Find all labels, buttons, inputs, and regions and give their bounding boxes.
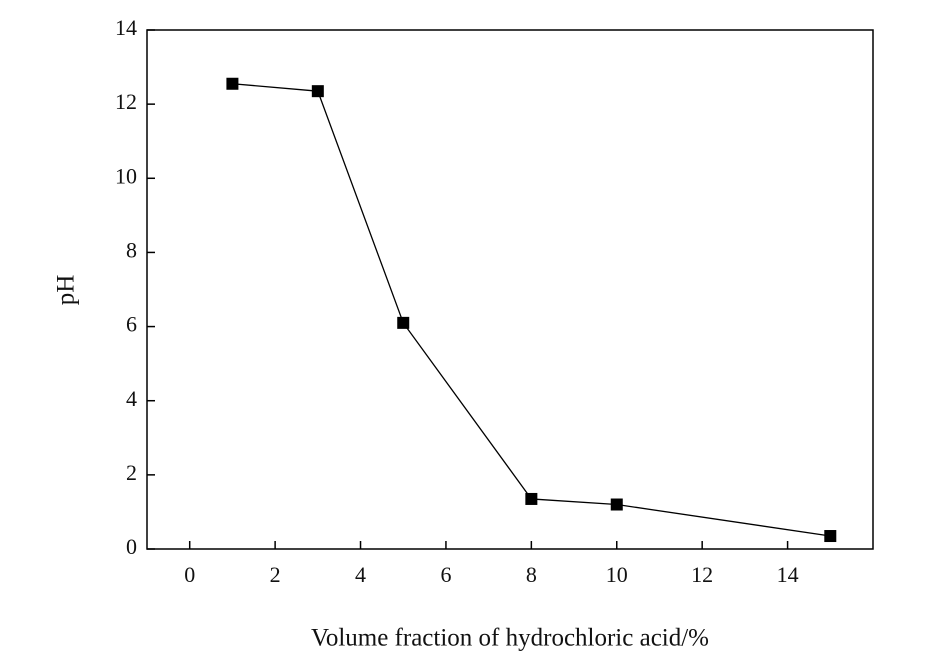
data-point (824, 530, 837, 543)
x-tick-label: 8 (526, 562, 537, 587)
x-tick-label: 12 (691, 562, 713, 587)
y-tick-label: 0 (126, 534, 137, 559)
x-tick-label: 10 (606, 562, 628, 587)
y-tick-label: 12 (115, 89, 137, 114)
y-tick-label: 10 (115, 163, 137, 188)
y-axis-label: pH (53, 275, 80, 306)
x-tick-label: 6 (440, 562, 451, 587)
x-axis-label: Volume fraction of hydrochloric acid/% (311, 625, 709, 652)
data-point (311, 85, 324, 98)
y-tick-label: 4 (126, 386, 137, 411)
data-line (232, 83, 831, 537)
data-point (226, 77, 239, 90)
data-point (610, 498, 623, 511)
x-tick-label: 14 (777, 562, 799, 587)
x-tick-label: 2 (270, 562, 281, 587)
data-point (525, 492, 538, 505)
y-tick-label: 14 (115, 15, 137, 40)
x-tick-label: 0 (184, 562, 195, 587)
y-tick-label: 6 (126, 312, 137, 337)
plot-frame (146, 29, 874, 550)
y-tick-label: 8 (126, 237, 137, 262)
y-tick-label: 2 (126, 460, 137, 485)
data-point (397, 316, 410, 329)
x-tick-label: 4 (355, 562, 366, 587)
